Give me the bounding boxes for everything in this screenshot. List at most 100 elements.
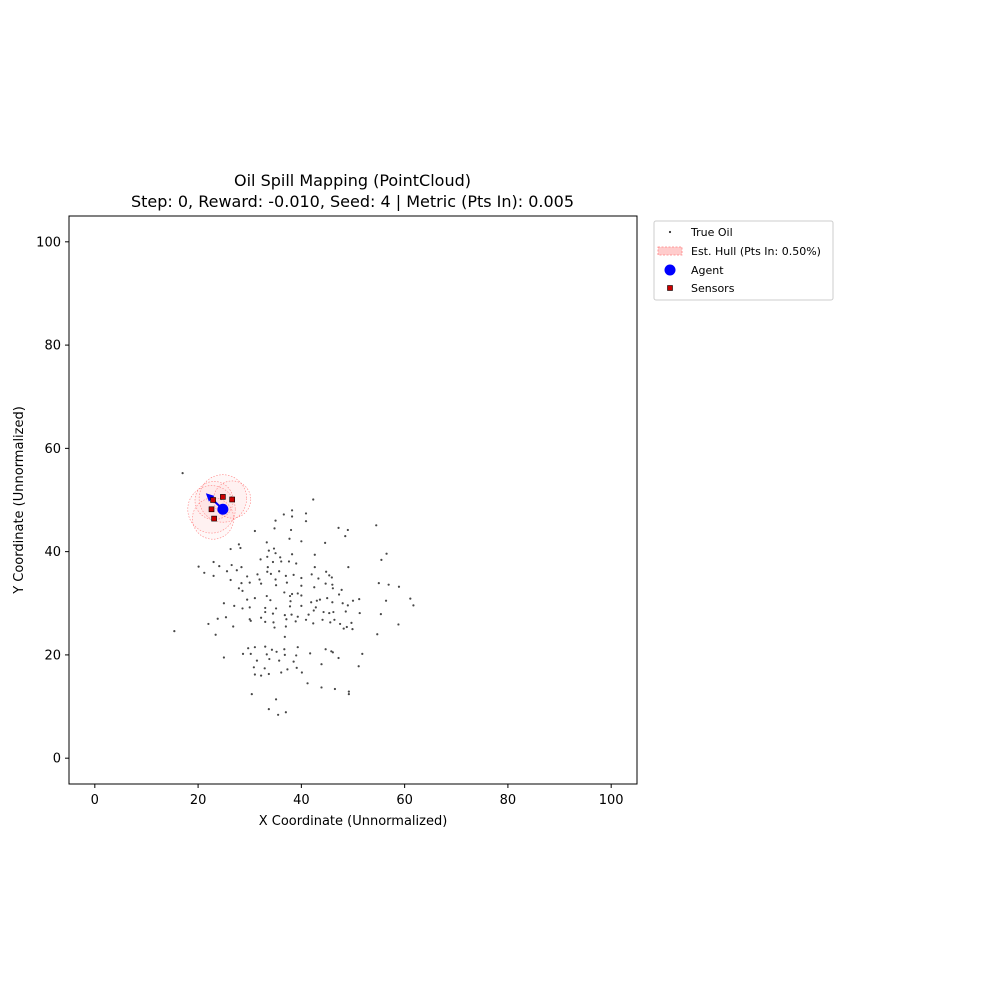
oil-point-63: [285, 581, 289, 584]
oil-point-115: [332, 610, 335, 614]
oil-point-129: [333, 618, 336, 621]
oil-point-77: [340, 588, 343, 591]
x-tick-label-80: 80: [500, 793, 517, 808]
x-tick-label-40: 40: [293, 793, 310, 808]
oil-point-21: [239, 546, 242, 550]
y-tick-label-0: 0: [53, 752, 61, 767]
y-axis-label: Y Coordinate (Unnormalized): [12, 406, 27, 595]
oil-point-41: [347, 566, 350, 569]
oil-point-69: [229, 578, 232, 582]
oil-point-116: [344, 610, 347, 613]
legend-label-2: Agent: [691, 264, 724, 277]
sensor-marker-1: [229, 496, 235, 503]
oil-point-110: [300, 604, 303, 607]
oil-point-38: [295, 562, 298, 565]
oil-point-164: [249, 652, 252, 655]
oil-point-87: [326, 597, 329, 600]
oil-point-31: [280, 560, 283, 563]
oil-point-178: [252, 666, 255, 669]
oil-point-161: [361, 652, 364, 655]
oil-point-150: [214, 633, 217, 636]
oil-point-17: [288, 537, 291, 540]
oil-point-144: [232, 625, 235, 628]
oil-point-130: [350, 621, 353, 624]
oil-point-151: [283, 635, 286, 638]
oil-point-111: [312, 609, 315, 612]
oil-point-46: [212, 574, 215, 578]
oil-point-23: [272, 547, 276, 550]
plot-frame: [68, 215, 638, 785]
oil-point-163: [241, 652, 245, 655]
agent-sensor-layer: [205, 493, 235, 522]
oil-point-14: [375, 524, 378, 527]
oil-point-97: [346, 604, 349, 607]
oil-point-96: [341, 602, 344, 605]
oil-point-68: [397, 585, 401, 588]
oil-point-13: [346, 528, 349, 532]
oil-point-48: [235, 569, 238, 572]
oil-point-84: [265, 594, 268, 598]
legend-frame: [653, 220, 834, 301]
legend: True Oil Est. Hull (Pts In: 0.50%) Agent Se…: [653, 220, 834, 301]
true-oil-layer: [173, 472, 415, 716]
oil-point-168: [295, 654, 298, 657]
oil-point-50: [256, 573, 259, 576]
oil-point-160: [330, 650, 333, 653]
oil-point-35: [230, 563, 233, 567]
chart-subtitle: Step: 0, Reward: -0.010, Seed: 4 | Metri…: [131, 192, 574, 211]
oil-point-190: [347, 690, 350, 693]
oil-point-102: [412, 604, 415, 607]
oil-point-93: [289, 600, 292, 603]
oil-point-173: [268, 657, 271, 661]
oil-point-82: [296, 592, 299, 595]
oil-point-153: [253, 646, 256, 649]
oil-point-75: [313, 586, 316, 589]
oil-point-100: [384, 599, 388, 602]
oil-point-103: [222, 602, 226, 605]
y-axis-ticks: 0 20 40 60 80 100: [36, 235, 69, 767]
oil-point-142: [397, 623, 400, 626]
oil-point-61: [258, 578, 261, 581]
sensor-marker-2: [210, 497, 216, 503]
oil-point-194: [267, 708, 270, 711]
oil-point-172: [255, 659, 259, 662]
oil-point-156: [270, 648, 274, 651]
oil-point-124: [259, 616, 263, 619]
oil-point-105: [241, 607, 244, 610]
oil-point-11: [289, 528, 293, 532]
oil-point-6: [274, 519, 277, 522]
oil-point-26: [313, 553, 316, 556]
oil-point-88: [318, 598, 322, 601]
oil-point-27: [266, 555, 269, 558]
oil-point-79: [241, 589, 244, 592]
oil-point-174: [278, 659, 281, 662]
oil-point-123: [307, 613, 310, 616]
oil-point-65: [331, 583, 334, 586]
legend-label-1: Est. Hull (Pts In: 0.50%): [691, 245, 821, 258]
oil-point-51: [266, 570, 269, 573]
oil-point-132: [216, 617, 219, 620]
oil-point-177: [357, 665, 360, 668]
oil-point-53: [278, 570, 281, 573]
oil-point-80: [283, 591, 286, 594]
oil-point-70: [240, 582, 243, 585]
oil-point-114: [328, 611, 331, 615]
oil-point-109: [288, 605, 292, 608]
sensor-marker-3: [208, 506, 215, 513]
oil-point-162: [222, 656, 226, 659]
oil-point-44: [197, 565, 200, 568]
oil-point-120: [283, 614, 286, 617]
oil-point-56: [300, 576, 303, 580]
oil-point-16: [324, 541, 327, 544]
oil-point-33: [212, 560, 215, 564]
oil-point-157: [283, 648, 286, 651]
oil-point-171: [337, 656, 340, 660]
y-tick-label-100: 100: [36, 235, 61, 250]
oil-point-196: [277, 713, 280, 716]
legend-label-0: True Oil: [690, 226, 733, 239]
x-tick-label-20: 20: [190, 793, 207, 808]
oil-point-74: [300, 584, 303, 587]
x-tick-label-100: 100: [599, 793, 624, 808]
sensor-marker-0: [220, 494, 226, 500]
oil-point-60: [330, 576, 333, 579]
